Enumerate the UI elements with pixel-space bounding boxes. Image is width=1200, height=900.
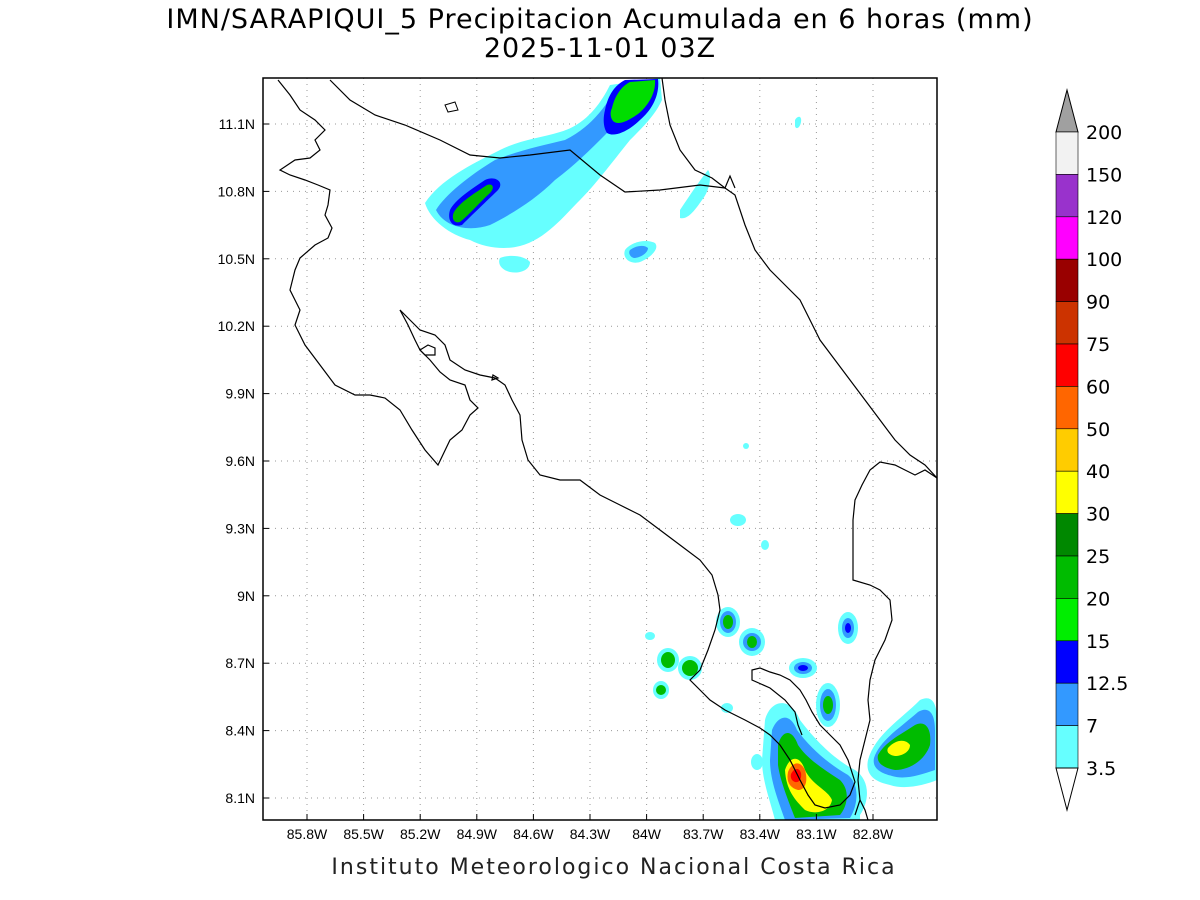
colorbar-bottom-arrow bbox=[1055, 767, 1079, 812]
colorbar-segment bbox=[1055, 640, 1079, 684]
precip-area-north bbox=[425, 78, 802, 273]
colorbar-label: 75 bbox=[1086, 334, 1110, 356]
latitude-axis: 11.1N 10.8N 10.5N 10.2N 9.9N 9.6N 9.3N 9N 8.7N 8.… bbox=[218, 116, 269, 806]
colorbar-segment bbox=[1055, 301, 1079, 345]
lon-tick-label: 84.6W bbox=[513, 826, 554, 842]
lon-tick-label: 85.8W bbox=[287, 826, 328, 842]
lat-tick-label: 10.5N bbox=[218, 251, 255, 267]
footer-credit: Instituto Meteorologico Nacional Costa R… bbox=[331, 855, 897, 880]
lat-tick-label: 8.4N bbox=[225, 723, 255, 739]
lon-tick-label: 85.2W bbox=[400, 826, 441, 842]
lat-tick-label: 8.7N bbox=[225, 655, 255, 671]
plot-frame bbox=[262, 77, 938, 821]
colorbar-label: 150 bbox=[1086, 164, 1122, 186]
colorbar-segment bbox=[1055, 555, 1079, 599]
colorbar-segment bbox=[1055, 513, 1079, 557]
colorbar-label: 200 bbox=[1086, 122, 1122, 144]
colorbar-segment bbox=[1055, 386, 1079, 430]
colorbar-segment bbox=[1055, 258, 1079, 302]
lon-tick-label: 84.3W bbox=[570, 826, 611, 842]
map-title: IMN/SARAPIQUI_5 Precipitacion Acumulada … bbox=[166, 4, 1034, 35]
lon-tick-label: 84.9W bbox=[457, 826, 498, 842]
colorbar-label: 50 bbox=[1086, 419, 1110, 441]
lat-tick-label: 9N bbox=[237, 588, 255, 604]
lon-tick-label: 83.7W bbox=[683, 826, 724, 842]
colorbar-segment bbox=[1055, 216, 1079, 260]
colorbar-label: 60 bbox=[1086, 376, 1110, 398]
lat-tick-label: 10.2N bbox=[218, 318, 255, 334]
colorbar: 200 150 120 100 90 75 60 50 40 30 25 20 15 12.5 7 3.5 bbox=[1055, 88, 1128, 812]
colorbar-segment bbox=[1055, 131, 1079, 175]
colorbar-top-arrow bbox=[1055, 88, 1079, 133]
lon-tick-label: 82.8W bbox=[853, 826, 894, 842]
colorbar-label: 120 bbox=[1086, 207, 1122, 229]
colorbar-segment bbox=[1055, 470, 1079, 514]
colorbar-label: 100 bbox=[1086, 249, 1122, 271]
colorbar-label: 20 bbox=[1086, 588, 1110, 610]
colorbar-label: 3.5 bbox=[1086, 758, 1116, 780]
colorbar-label: 12.5 bbox=[1086, 673, 1128, 695]
colorbar-segment bbox=[1055, 428, 1079, 472]
longitude-axis: 85.8W 85.5W 85.2W 84.9W 84.6W 84.3W 84W 83.7W 83… bbox=[287, 814, 894, 842]
lat-tick-label: 9.6N bbox=[225, 453, 255, 469]
coastline-outline bbox=[277, 78, 937, 820]
colorbar-label: 90 bbox=[1086, 292, 1110, 314]
lon-tick-label: 84W bbox=[632, 826, 662, 842]
colorbar-label: 25 bbox=[1086, 546, 1110, 568]
colorbar-segment bbox=[1055, 174, 1079, 218]
colorbar-label: 30 bbox=[1086, 504, 1110, 526]
colorbar-label: 7 bbox=[1086, 716, 1098, 738]
lat-tick-label: 11.1N bbox=[219, 116, 255, 132]
colorbar-label: 40 bbox=[1086, 461, 1110, 483]
map-subtitle: 2025-11-01 03Z bbox=[483, 33, 717, 64]
colorbar-segment bbox=[1055, 682, 1079, 726]
colorbar-segment bbox=[1055, 343, 1079, 387]
precipitation-field bbox=[425, 78, 937, 820]
lat-tick-label: 8.1N bbox=[225, 790, 255, 806]
lat-tick-label: 9.3N bbox=[225, 520, 255, 536]
lon-tick-label: 85.5W bbox=[343, 826, 384, 842]
colorbar-segment bbox=[1055, 725, 1079, 769]
colorbar-label: 15 bbox=[1086, 631, 1110, 653]
lon-tick-label: 83.1W bbox=[796, 826, 837, 842]
lat-tick-label: 10.8N bbox=[218, 183, 255, 199]
lat-tick-label: 9.9N bbox=[225, 386, 255, 402]
lon-tick-label: 83.4W bbox=[740, 826, 781, 842]
precip-area-south bbox=[645, 443, 937, 820]
colorbar-segment bbox=[1055, 598, 1079, 642]
